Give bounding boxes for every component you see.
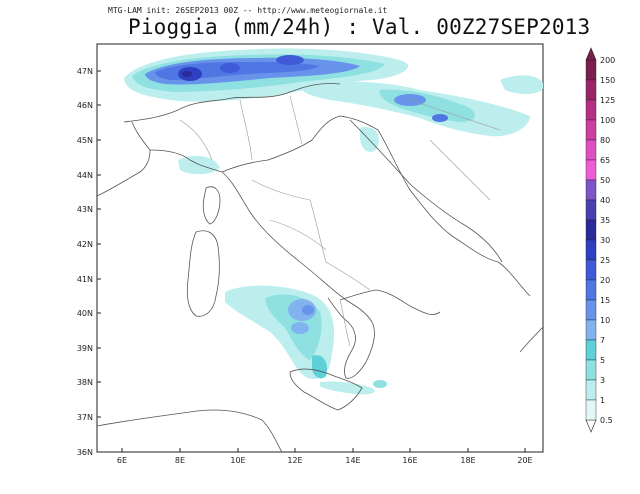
colorbar-level-label: 100 [600,116,615,125]
colorbar-level-label: 5 [600,356,605,365]
lon-label: 10E [230,456,245,465]
colorbar-swatch [585,219,597,241]
colorbar: 200 150 125 100 80 65 50 40 35 30 25 20 15 10 7 5 3 1 0.5 [585,47,615,433]
colorbar-swatch [585,119,597,141]
lon-label: 12E [287,456,302,465]
colorbar-level-label: 20 [600,276,610,285]
colorbar-swatch [585,99,597,121]
colorbar-swatch [585,259,597,281]
colorbar-level-label: 150 [600,76,615,85]
colorbar-level-label: 80 [600,136,610,145]
colorbar-swatch [585,299,597,321]
lon-label: 20E [517,456,532,465]
lon-label: 6E [117,456,127,465]
lat-label: 41N [77,275,93,284]
colorbar-swatch [585,239,597,261]
colorbar-level-label: 1 [600,396,605,405]
colorbar-swatch [585,379,597,401]
map-content [97,48,543,452]
colorbar-top-arrow [585,47,597,61]
colorbar-bottom-arrow [585,419,597,433]
colorbar-swatch [585,399,597,421]
lat-label: 37N [77,413,93,422]
precip-liguria [178,155,220,175]
colorbar-swatch [585,59,597,81]
colorbar-level-label: 10 [600,316,610,325]
regional-borders [179,95,501,347]
lat-label: 45N [77,136,93,145]
colorbar-level-label: 40 [600,196,610,205]
colorbar-level-label: 25 [600,256,610,265]
lat-label: 40N [77,309,93,318]
lon-label: 18E [460,456,475,465]
colorbar-level-label: 15 [600,296,610,305]
colorbar-level-label: 200 [600,56,615,65]
colorbar-swatch [585,319,597,341]
lat-label: 43N [77,205,93,214]
precip-alps [124,48,409,102]
colorbar-level-label: 3 [600,376,605,385]
colorbar-level-label: 50 [600,176,610,185]
lon-axis: 6E 8E 10E 12E 14E 16E 18E 20E [117,448,533,465]
colorbar-swatch [585,139,597,161]
lat-label: 44N [77,171,93,180]
lon-label: 14E [345,456,360,465]
lat-label: 36N [77,448,93,457]
colorbar-swatch [585,359,597,381]
colorbar-level-label: 7 [600,336,605,345]
lat-label: 42N [77,240,93,249]
colorbar-swatch [585,279,597,301]
colorbar-swatch [585,339,597,361]
colorbar-swatch [585,159,597,181]
lat-axis: 47N 46N 45N 44N 43N 42N 41N 40N 39N 38N … [77,67,101,457]
lon-label: 8E [175,456,185,465]
lat-label: 39N [77,344,93,353]
colorbar-swatch [585,79,597,101]
colorbar-level-label: 0.5 [600,416,613,425]
colorbar-level-label: 125 [600,96,615,105]
colorbar-level-label: 65 [600,156,610,165]
lon-label: 16E [402,456,417,465]
lat-label: 46N [77,101,93,110]
lat-label: 47N [77,67,93,76]
colorbar-swatch [585,179,597,201]
coastlines [97,83,543,452]
map-title: Pioggia (mm/24h) : Val. 00Z27SEP2013 [128,15,591,39]
init-info: MTG-LAM init: 26SEP2013 00Z -- http://ww… [108,6,388,15]
precip-south [225,285,387,395]
lat-label: 38N [77,378,93,387]
colorbar-level-label: 30 [600,236,610,245]
colorbar-level-label: 35 [600,216,610,225]
colorbar-swatch [585,199,597,221]
